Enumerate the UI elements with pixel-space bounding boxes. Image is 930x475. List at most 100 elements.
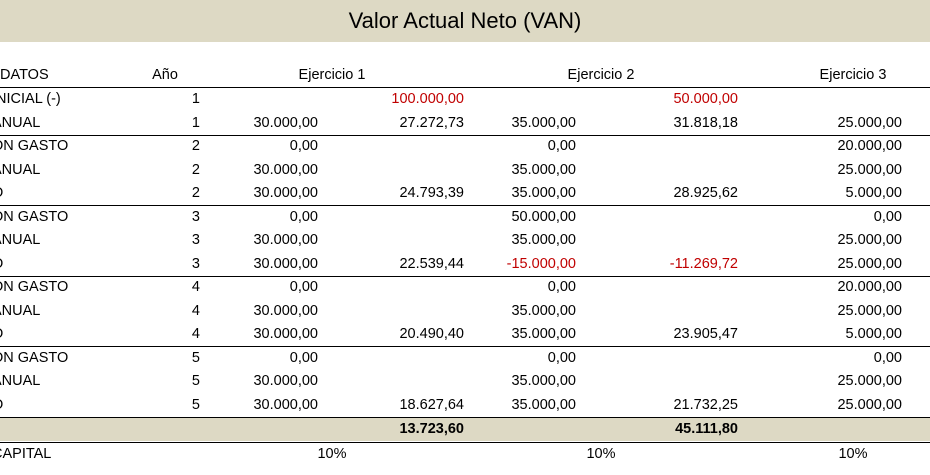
capital-e1[interactable]: 10% xyxy=(317,445,347,462)
value-cell-e3a[interactable] xyxy=(738,88,902,111)
year-cell[interactable]: 4 xyxy=(191,302,200,319)
value-cell-e3b[interactable] xyxy=(902,347,930,370)
value-cell-e1b[interactable]: 100.000,00 xyxy=(391,91,464,107)
value-cell-e1b[interactable] xyxy=(318,300,464,323)
year-cell[interactable]: 3 xyxy=(191,208,200,225)
header-year[interactable]: Año xyxy=(152,67,178,83)
value-cell-e2b[interactable] xyxy=(576,347,738,370)
year-cell[interactable]: 2 xyxy=(191,138,200,154)
header-ejercicio-2[interactable]: Ejercicio 2 xyxy=(567,67,635,83)
value-cell-e2a[interactable]: 35.000,00 xyxy=(511,232,576,248)
year-cell[interactable]: 5 xyxy=(191,396,200,413)
value-cell-e3b[interactable] xyxy=(902,112,930,135)
value-cell-e2a[interactable]: 35.000,00 xyxy=(511,373,576,389)
year-cell[interactable]: 1 xyxy=(191,91,200,107)
row-label-cell[interactable]: O xyxy=(0,182,152,205)
value-cell-e2a[interactable]: 35.000,00 xyxy=(511,302,576,319)
value-cell-e1b[interactable] xyxy=(318,206,464,229)
value-cell-e1b[interactable] xyxy=(318,135,464,158)
value-cell-e1a[interactable]: 0,00 xyxy=(289,208,318,225)
value-cell-e1a[interactable]: 30.000,00 xyxy=(253,161,318,178)
value-cell-e1a[interactable]: 30.000,00 xyxy=(253,255,318,272)
year-cell[interactable]: 4 xyxy=(191,326,200,342)
year-cell[interactable]: 5 xyxy=(191,349,200,366)
value-cell-e3a[interactable]: 25.000,00 xyxy=(837,396,902,413)
value-cell-e3b[interactable] xyxy=(902,394,930,417)
value-cell-e2b[interactable] xyxy=(576,300,738,323)
value-cell-e2a[interactable]: 35.000,00 xyxy=(511,114,576,131)
value-cell-e3b[interactable] xyxy=(902,276,930,299)
row-label-cell[interactable]: ANUAL xyxy=(0,373,41,389)
row-label-cell[interactable]: ÓN GASTO xyxy=(0,279,69,295)
header-ejercicio-3[interactable]: Ejercicio 3 xyxy=(819,67,887,83)
value-cell-e1b[interactable] xyxy=(318,370,464,393)
capital-label[interactable]: CAPITAL xyxy=(0,445,52,462)
value-cell-e2a[interactable]: 35.000,00 xyxy=(511,326,576,342)
row-label-cell[interactable]: O xyxy=(0,394,152,417)
value-cell-e1b[interactable] xyxy=(318,276,464,299)
value-cell-e3b[interactable] xyxy=(902,159,930,182)
value-cell-e3a[interactable]: 25.000,00 xyxy=(837,373,902,389)
value-cell-e2b[interactable]: 23.905,47 xyxy=(673,326,738,342)
row-label-cell[interactable]: ANUAL xyxy=(0,161,41,178)
year-cell[interactable]: 3 xyxy=(191,255,200,272)
total-value-e2b[interactable]: 45.111,80 xyxy=(675,421,738,437)
value-cell-e3a[interactable]: 20.000,00 xyxy=(837,279,902,295)
value-cell-e3a[interactable]: 0,00 xyxy=(873,208,902,225)
total-value-e3b[interactable]: - xyxy=(902,418,930,441)
value-cell-e3b[interactable] xyxy=(902,135,930,158)
value-cell-e2b[interactable]: 28.925,62 xyxy=(673,185,738,201)
value-cell-e3a[interactable]: 5.000,00 xyxy=(845,185,902,201)
value-cell-e3b[interactable] xyxy=(902,206,930,229)
value-cell-e3a[interactable]: 0,00 xyxy=(873,349,902,366)
value-cell-e1b[interactable] xyxy=(318,159,464,182)
value-cell-e1a[interactable]: 0,00 xyxy=(289,349,318,366)
value-cell-e1a[interactable]: 30.000,00 xyxy=(253,302,318,319)
value-cell-e3a[interactable]: 25.000,00 xyxy=(837,255,902,272)
year-cell[interactable]: 3 xyxy=(191,232,200,248)
value-cell-e3b[interactable] xyxy=(902,253,930,276)
row-label-cell[interactable]: ÓN GASTO xyxy=(0,138,69,154)
value-cell-e2b[interactable]: -11.269,72 xyxy=(669,255,738,272)
value-cell-e2b[interactable]: 50.000,00 xyxy=(673,91,738,107)
value-cell-e2a[interactable]: 50.000,00 xyxy=(511,208,576,225)
value-cell-e2a[interactable]: 0,00 xyxy=(547,349,576,366)
year-cell[interactable]: 2 xyxy=(191,185,200,201)
value-cell-e3a[interactable]: 5.000,00 xyxy=(845,326,902,342)
value-cell-e1a[interactable] xyxy=(200,88,318,111)
value-cell-e2a[interactable]: 35.000,00 xyxy=(511,185,576,201)
value-cell-e2b[interactable] xyxy=(576,135,738,158)
value-cell-e2b[interactable] xyxy=(576,206,738,229)
value-cell-e3b[interactable] xyxy=(902,370,930,393)
value-cell-e2a[interactable] xyxy=(464,88,576,111)
value-cell-e2b[interactable]: 21.732,25 xyxy=(673,396,738,413)
value-cell-e1b[interactable]: 18.627,64 xyxy=(399,396,464,413)
row-label-cell[interactable]: ANUAL xyxy=(0,114,41,131)
row-label-cell[interactable]: ÓN GASTO xyxy=(0,208,69,225)
value-cell-e2a[interactable]: 35.000,00 xyxy=(511,396,576,413)
year-cell[interactable]: 1 xyxy=(191,114,200,131)
value-cell-e3b[interactable] xyxy=(902,300,930,323)
value-cell-e1b[interactable] xyxy=(318,347,464,370)
value-cell-e1b[interactable]: 22.539,44 xyxy=(399,255,464,272)
row-label-cell[interactable]: O xyxy=(0,323,152,346)
year-cell[interactable]: 5 xyxy=(191,373,200,389)
value-cell-e1a[interactable]: 0,00 xyxy=(289,279,318,295)
value-cell-e1a[interactable]: 0,00 xyxy=(289,138,318,154)
row-label-cell[interactable]: ANUAL xyxy=(0,302,41,319)
value-cell-e1b[interactable] xyxy=(318,229,464,252)
row-label-cell[interactable]: INICIAL (-) xyxy=(0,91,61,107)
value-cell-e3a[interactable]: 25.000,00 xyxy=(837,161,902,178)
value-cell-e2a[interactable]: 35.000,00 xyxy=(511,161,576,178)
total-value-e1b[interactable]: 13.723,60 xyxy=(399,421,464,437)
year-cell[interactable]: 4 xyxy=(191,279,200,295)
value-cell-e2b[interactable] xyxy=(576,159,738,182)
value-cell-e3b[interactable] xyxy=(902,182,930,205)
value-cell-e1a[interactable]: 30.000,00 xyxy=(253,326,318,342)
value-cell-e3b[interactable] xyxy=(902,323,930,346)
year-cell[interactable]: 2 xyxy=(191,161,200,178)
value-cell-e2a[interactable]: 0,00 xyxy=(547,279,576,295)
row-label-cell[interactable]: O xyxy=(0,253,152,276)
value-cell-e2b[interactable]: 31.818,18 xyxy=(673,114,738,131)
value-cell-e3a[interactable]: 25.000,00 xyxy=(837,232,902,248)
